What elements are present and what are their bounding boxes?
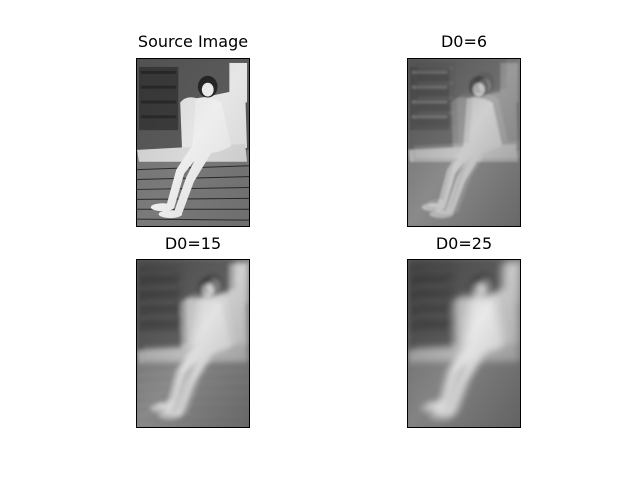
image-canvas xyxy=(137,59,249,226)
filtered-image-d0-6 xyxy=(407,58,521,227)
filtered-image-d0-15 xyxy=(136,259,250,428)
panel-source-image: Source Image xyxy=(136,32,250,227)
image-canvas xyxy=(137,260,249,427)
filtered-image-d0-25 xyxy=(407,259,521,428)
panel-d0-15: D0=15 xyxy=(136,234,250,428)
panel-d0-6: D0=6 xyxy=(407,32,521,227)
source-image xyxy=(136,58,250,227)
panel-title: D0=15 xyxy=(164,234,222,253)
panel-title: D0=25 xyxy=(435,234,493,253)
panel-title: Source Image xyxy=(137,32,249,51)
panel-title: D0=6 xyxy=(440,32,488,51)
image-canvas xyxy=(408,59,520,226)
panel-d0-25: D0=25 xyxy=(407,234,521,428)
image-canvas xyxy=(408,260,520,427)
